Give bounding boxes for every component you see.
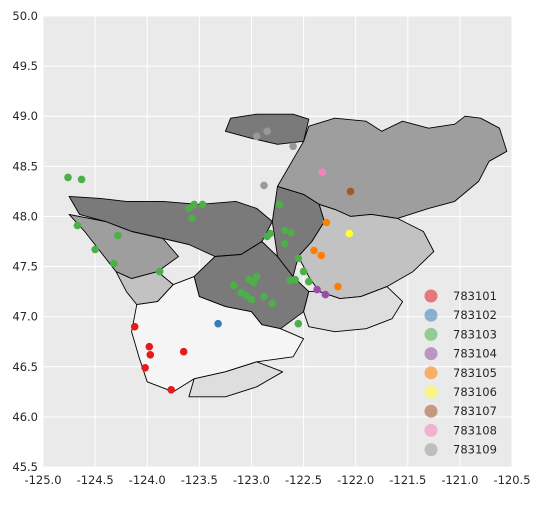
x-tick-label: -121.0 [441, 473, 478, 487]
y-tick-label: 47.5 [12, 260, 38, 274]
legend-label: 783108 [453, 423, 497, 437]
y-tick-label: 46.0 [12, 410, 38, 424]
y-tick-label: 48.5 [12, 159, 38, 173]
point-783106 [345, 229, 354, 238]
x-tick-label: -124.0 [129, 473, 166, 487]
point-783103 [291, 275, 300, 284]
point-783101 [167, 386, 175, 394]
point-783103 [229, 281, 238, 290]
point-783103 [242, 291, 250, 300]
point-783103 [266, 229, 275, 238]
point-783103 [245, 275, 254, 284]
point-783103 [260, 292, 268, 301]
point-783103 [155, 267, 164, 276]
point-783103 [91, 245, 99, 254]
point-783103 [281, 239, 289, 248]
y-tick-label: 49.0 [12, 109, 38, 123]
legend-marker-783107 [424, 404, 438, 418]
point-783105 [334, 282, 342, 291]
legend-label: 783109 [453, 443, 497, 457]
point-783103 [305, 277, 313, 286]
legend-label: 783103 [453, 327, 497, 341]
watershed-region [303, 286, 404, 333]
point-783101 [141, 364, 149, 372]
point-783104 [313, 285, 321, 294]
legend-label: 783107 [453, 404, 497, 418]
point-783105 [317, 251, 326, 260]
point-783103 [268, 299, 277, 308]
point-783103 [77, 175, 86, 184]
point-783101 [146, 351, 155, 359]
legend-label: 783106 [453, 385, 497, 399]
y-tick-label: 50.0 [12, 9, 38, 23]
legend-marker-783102 [424, 308, 438, 322]
y-tick-label: 46.5 [12, 360, 38, 374]
watershed-region [131, 276, 305, 393]
point-783109 [263, 127, 271, 136]
point-783101 [179, 347, 188, 356]
legend-marker-783104 [424, 347, 438, 361]
point-783103 [294, 319, 303, 328]
legend-label: 783104 [453, 347, 497, 361]
point-783103 [188, 214, 196, 223]
x-tick-label: -120.5 [493, 473, 530, 487]
point-783103 [299, 267, 308, 276]
point-783109 [252, 132, 261, 141]
legend-label: 783101 [453, 289, 497, 303]
point-783109 [289, 142, 297, 151]
point-783109 [260, 181, 268, 190]
legend-label: 783102 [453, 308, 497, 322]
legend-marker-783106 [424, 385, 438, 399]
point-783105 [310, 246, 318, 255]
point-783103 [287, 228, 295, 237]
point-783107 [346, 187, 355, 196]
point-783103 [198, 200, 207, 209]
point-783103 [275, 200, 284, 209]
x-tick-label: -122.5 [285, 473, 322, 487]
point-783103 [252, 272, 261, 281]
x-axis-ticks: -125.0 -124.5 -124.0 -123.5 -123.0 -122.5 -122… [24, 473, 530, 487]
legend-marker-783105 [424, 366, 438, 380]
point-783103 [110, 259, 118, 268]
y-axis-ticks: 45.5 46.0 46.5 47.0 47.5 48.0 48.5 49.0 49.5 50.0 [12, 9, 38, 474]
point-783103 [114, 231, 122, 240]
x-tick-label: -122.0 [337, 473, 374, 487]
x-tick-label: -123.5 [181, 473, 218, 487]
point-783103 [64, 173, 72, 182]
point-783101 [145, 342, 154, 351]
point-783102 [214, 319, 222, 328]
watershed-basemap [68, 113, 508, 398]
point-783103 [73, 221, 82, 230]
legend-marker-783101 [424, 289, 438, 303]
x-tick-label: -123.0 [233, 473, 270, 487]
legend-marker-783103 [424, 327, 438, 341]
y-tick-label: 48.0 [12, 209, 38, 223]
x-tick-label: -125.0 [24, 473, 61, 487]
point-783103 [247, 295, 256, 304]
data-points [64, 127, 355, 394]
y-tick-label: 49.5 [12, 59, 38, 73]
legend-label: 783105 [453, 366, 497, 380]
point-783103 [190, 200, 198, 209]
point-783101 [130, 322, 139, 331]
x-tick-label: -121.5 [389, 473, 426, 487]
watershed-region [188, 361, 284, 398]
point-783108 [318, 168, 327, 177]
point-783105 [322, 218, 331, 227]
x-tick-label: -124.5 [77, 473, 114, 487]
point-783104 [321, 290, 330, 299]
point-783103 [185, 204, 193, 213]
legend-marker-783108 [424, 423, 438, 437]
y-tick-label: 47.0 [12, 310, 38, 324]
y-tick-label: 45.5 [12, 460, 38, 474]
legend-marker-783109 [424, 443, 438, 457]
point-783103 [294, 254, 303, 263]
point-783103 [281, 226, 289, 235]
legend: 783101 783102 783103 783104 783105 783106 7831… [424, 289, 497, 457]
